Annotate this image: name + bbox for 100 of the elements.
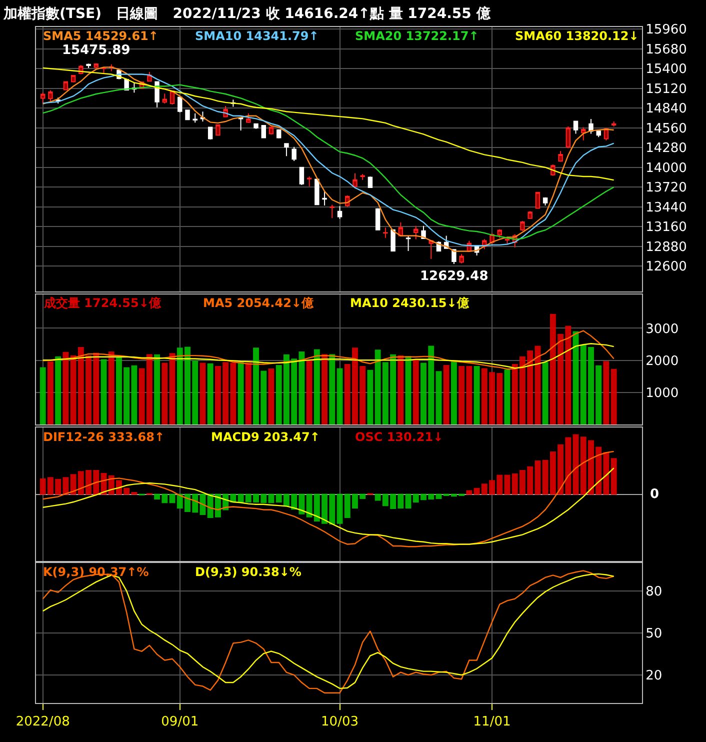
bar — [504, 474, 510, 495]
candlestick — [314, 178, 320, 206]
text: MA5 2054.42↓億 — [203, 296, 314, 310]
bar — [466, 490, 472, 495]
candlestick — [390, 228, 396, 252]
line-series — [42, 330, 614, 370]
candlestick — [566, 126, 571, 149]
y-tick-label: 2000 — [646, 354, 679, 369]
text: SMA10 14341.79↑ — [195, 29, 319, 43]
candlestick — [216, 124, 220, 136]
candlestick — [268, 126, 274, 136]
candlestick — [238, 116, 244, 131]
candlestick — [40, 92, 46, 104]
candlestick — [520, 220, 525, 232]
candlestick — [352, 172, 358, 188]
candlestick — [528, 210, 532, 220]
y-tick-label: 14840 — [646, 102, 687, 117]
candlestick — [383, 227, 388, 238]
candlestick — [414, 225, 418, 240]
candlestick — [596, 130, 601, 138]
bar — [405, 356, 412, 425]
chart-title: 加權指數(TSE) 日線圖 2022/11/23 收 14616.24↑點 量 1724.55 億 — [2, 4, 492, 22]
bar — [436, 371, 442, 425]
candlestick — [48, 90, 53, 102]
y-tick-label: 15120 — [646, 82, 687, 97]
candlestick — [162, 93, 168, 104]
candlestick — [375, 208, 380, 231]
bar — [610, 458, 617, 495]
annotation: 12629.48 — [420, 269, 488, 284]
candlestick — [337, 206, 342, 220]
text: SMA5 14529.61↑ — [43, 29, 158, 43]
bar — [200, 362, 206, 425]
line-series — [42, 67, 614, 181]
bar — [47, 361, 54, 425]
x-tick-label: 09/01 — [161, 714, 199, 730]
candlestick — [406, 235, 411, 252]
bar — [306, 360, 312, 425]
bar — [336, 368, 343, 425]
candlestick — [573, 120, 578, 134]
bar — [169, 353, 176, 425]
y-tick-label: 13720 — [646, 180, 687, 196]
candlestick — [306, 176, 312, 187]
y-tick-label: 3000 — [646, 322, 679, 337]
candlestick — [535, 192, 540, 210]
y-tick-label: 13440 — [646, 200, 687, 216]
candlestick — [185, 109, 190, 121]
x-tick-label: 11/01 — [473, 714, 511, 730]
candlestick — [178, 96, 182, 113]
bar — [572, 331, 579, 425]
candlestick — [459, 254, 464, 264]
candlestick — [86, 63, 91, 68]
y-tick-label: 14000 — [646, 160, 687, 176]
text: 成交量 1724.55↓億 — [43, 296, 162, 310]
candlestick — [322, 190, 327, 206]
bar — [207, 363, 214, 425]
x-tick-label: 10/03 — [321, 714, 358, 730]
line-series — [42, 343, 614, 369]
y-tick-label: 50 — [646, 626, 662, 642]
bar — [367, 370, 374, 425]
text: 0 — [650, 487, 660, 502]
candlestick — [292, 146, 296, 162]
text: DIF12-26 333.68↑ — [43, 430, 165, 444]
candlestick — [428, 240, 434, 260]
bar — [108, 352, 114, 425]
y-tick-label: 15680 — [646, 42, 687, 58]
text: MACD9 203.47↑ — [211, 430, 320, 444]
y-tick-label: 14280 — [646, 141, 687, 156]
bar — [436, 494, 442, 499]
bar — [100, 359, 107, 425]
bar — [40, 367, 46, 425]
candlestick — [246, 112, 251, 124]
bar — [336, 494, 343, 524]
y-tick-label: 12880 — [646, 240, 687, 255]
text: MA10 2430.15↓億 — [350, 296, 470, 310]
candlestick — [208, 126, 213, 140]
candlestick — [581, 126, 586, 141]
bar — [154, 354, 160, 425]
candlestick — [261, 124, 266, 139]
candlestick — [588, 118, 594, 134]
candlestick — [368, 176, 373, 188]
candlestick — [611, 121, 616, 127]
bar — [504, 370, 510, 425]
candlestick — [192, 112, 198, 124]
x-tick-label: 2022/08 — [16, 714, 70, 730]
candlestick — [360, 174, 365, 181]
bar — [603, 361, 610, 425]
bar — [450, 361, 457, 425]
bar — [268, 494, 274, 504]
bar — [412, 360, 419, 425]
bar — [542, 362, 548, 425]
bar — [398, 355, 404, 425]
candlestick — [497, 228, 502, 238]
candlestick — [299, 166, 304, 186]
bar — [443, 365, 450, 425]
bar — [572, 434, 579, 495]
bar — [322, 354, 328, 425]
bar — [238, 362, 244, 425]
y-tick-label: 20 — [646, 668, 662, 684]
bar — [610, 368, 617, 425]
text: OSC 130.21↓ — [355, 430, 444, 444]
